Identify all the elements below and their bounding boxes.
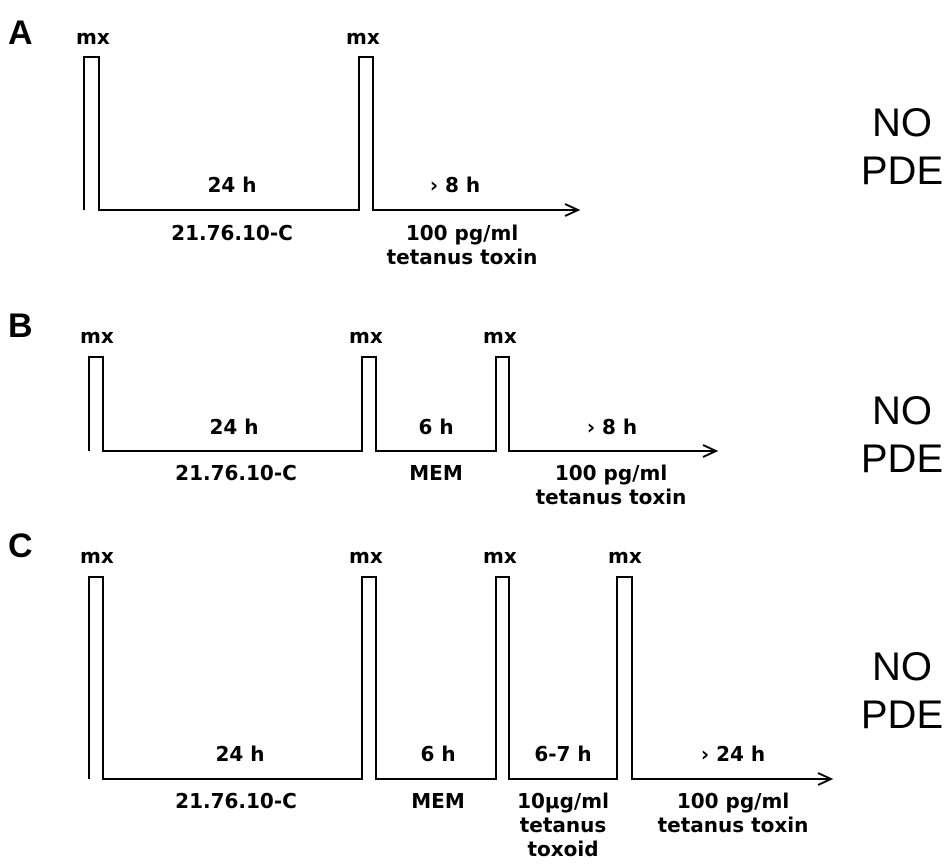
panel-a-result-line-1: NO (872, 101, 932, 145)
panel-c-treatment-1: 21.76.10-C (175, 789, 297, 813)
panel-b-result-line-1: NO (872, 389, 932, 433)
panel-b-treatment-3-line-2: tetanus toxin (536, 485, 687, 509)
panel-a-mx-2: mx (346, 25, 380, 49)
panel-c-letter: C (8, 527, 33, 565)
panel-a-letter: A (8, 14, 33, 52)
panel-c-duration-4: › 24 h (701, 742, 765, 766)
panel-c-result-line-1: NO (872, 645, 932, 689)
panel-b-timeline (88, 356, 714, 452)
panel-a-timeline (83, 56, 576, 211)
panel-b-result-line-2: PDE (861, 437, 943, 481)
panel-b-duration-3: › 8 h (587, 415, 637, 439)
panel-c-treatment-2: MEM (411, 789, 464, 813)
panel-a-treatment-2-line-2: tetanus toxin (387, 245, 538, 269)
panel-c-timeline (88, 576, 829, 780)
panel-a-arrowhead (564, 203, 581, 217)
panel-b-mx-2: mx (349, 324, 383, 348)
panel-a-treatment-2-line-1: 100 pg/ml (406, 221, 518, 245)
panel-a-mx-1: mx (76, 25, 110, 49)
panel-a: A mx mx 24 h › 8 h 21.76.10-C 100 pg/ml … (8, 14, 943, 269)
panel-a-duration-2: › 8 h (430, 173, 480, 197)
panel-c-mx-1: mx (80, 544, 114, 568)
panel-c-arrowhead (817, 772, 834, 786)
panel-b-duration-2: 6 h (418, 415, 453, 439)
panel-a-result-line-2: PDE (861, 149, 943, 193)
panel-c-duration-3: 6-7 h (534, 742, 591, 766)
panel-c-duration-2: 6 h (420, 742, 455, 766)
panel-c: C mx mx mx mx 24 h 6 h 6-7 h › 24 h 21.7… (8, 527, 943, 861)
panel-c-treatment-4-line-1: 100 pg/ml (677, 789, 789, 813)
panel-c-treatment-4-line-2: tetanus toxin (658, 813, 809, 837)
panel-c-duration-1: 24 h (215, 742, 264, 766)
panel-c-treatment-3-line-2: tetanus (520, 813, 607, 837)
panel-c-treatment-3-line-1: 10μg/ml (517, 789, 609, 813)
panel-b-treatment-2: MEM (409, 461, 462, 485)
panel-b-treatment-1: 21.76.10-C (175, 461, 297, 485)
panel-c-treatment-3-line-3: toxoid (527, 837, 598, 861)
panel-b-treatment-3-line-1: 100 pg/ml (555, 461, 667, 485)
panel-c-mx-4: mx (608, 544, 642, 568)
panel-a-treatment-1: 21.76.10-C (171, 221, 293, 245)
panel-b: B mx mx mx 24 h 6 h › 8 h 21.76.10-C MEM… (8, 307, 943, 509)
panel-b-duration-1: 24 h (209, 415, 258, 439)
panel-b-letter: B (8, 307, 33, 345)
panel-a-duration-1: 24 h (207, 173, 256, 197)
panel-b-arrowhead (702, 444, 719, 458)
panel-b-mx-3: mx (483, 324, 517, 348)
panel-c-mx-3: mx (483, 544, 517, 568)
panel-c-result-line-2: PDE (861, 693, 943, 737)
panel-b-mx-1: mx (80, 324, 114, 348)
panel-c-mx-2: mx (349, 544, 383, 568)
